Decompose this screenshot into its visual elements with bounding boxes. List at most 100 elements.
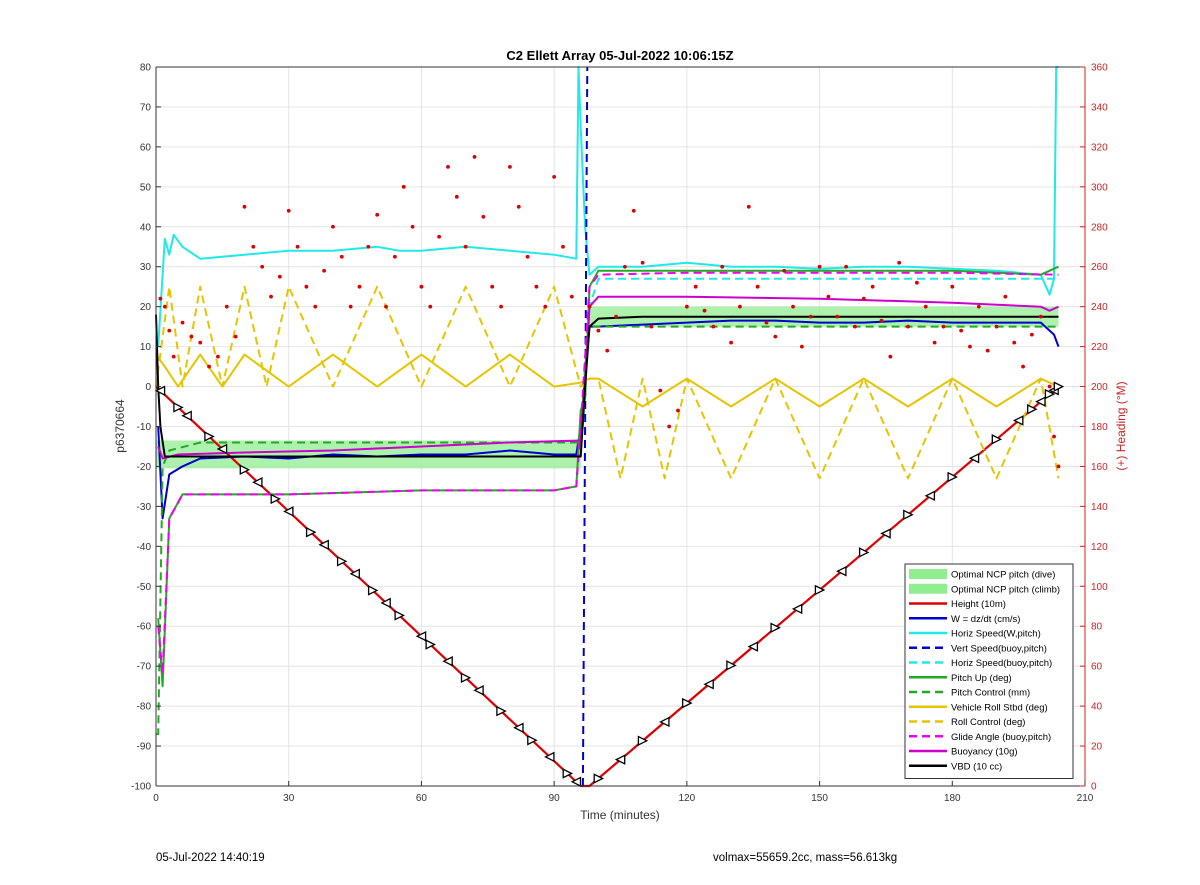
height-marker bbox=[336, 556, 348, 567]
height-marker bbox=[593, 773, 605, 784]
y-tick-label: 30 bbox=[140, 262, 152, 273]
heading-point bbox=[313, 304, 318, 309]
heading-point bbox=[676, 408, 680, 413]
height-marker bbox=[726, 660, 737, 671]
heading-point bbox=[331, 224, 335, 229]
heading-point bbox=[808, 314, 813, 319]
heading-point bbox=[684, 304, 689, 309]
heading-point bbox=[782, 268, 787, 273]
heading-point bbox=[968, 344, 972, 349]
y-tick-label: 20 bbox=[140, 302, 152, 313]
y-tick-label: -20 bbox=[137, 462, 152, 473]
heading-point bbox=[242, 204, 247, 209]
heading-point bbox=[410, 224, 415, 229]
heading-point bbox=[985, 348, 990, 353]
heading-point bbox=[269, 294, 273, 299]
heading-point bbox=[888, 354, 893, 359]
height-marker bbox=[544, 751, 555, 763]
x-tick-label: 150 bbox=[811, 793, 828, 804]
heading-point bbox=[1021, 364, 1025, 369]
height-marker bbox=[394, 610, 405, 621]
y-tick-label: -70 bbox=[137, 662, 152, 673]
heading-point bbox=[844, 264, 849, 269]
y-tick-label: 10 bbox=[140, 342, 152, 353]
heading-point bbox=[384, 304, 388, 309]
series-line bbox=[157, 271, 1059, 676]
height-marker bbox=[747, 641, 759, 652]
heading-point bbox=[649, 324, 654, 329]
legend-label: Vert Speed(buoy,pitch) bbox=[951, 643, 1047, 654]
y-axis-label: p6370664 bbox=[113, 399, 127, 453]
heading-point bbox=[976, 304, 981, 309]
legend-label: Horiz Speed(buoy,pitch) bbox=[951, 658, 1052, 669]
heading-point bbox=[1052, 434, 1056, 439]
x-axis-label: Time (minutes) bbox=[580, 808, 660, 822]
height-marker bbox=[570, 776, 582, 788]
ncp-band bbox=[156, 440, 581, 469]
height-marker bbox=[562, 768, 574, 779]
y2-tick-label: 200 bbox=[1091, 382, 1108, 393]
y-tick-label: -90 bbox=[137, 742, 152, 753]
y-tick-label: -60 bbox=[137, 622, 152, 633]
y2-tick-label: 160 bbox=[1091, 462, 1108, 473]
x-tick-label: 0 bbox=[153, 793, 159, 804]
y2-tick-label: 260 bbox=[1091, 262, 1108, 273]
height-marker bbox=[682, 697, 693, 709]
height-marker bbox=[496, 705, 507, 717]
height-marker bbox=[968, 452, 980, 464]
legend-label: Height (10m) bbox=[951, 599, 1006, 610]
heading-point bbox=[667, 424, 672, 429]
height-marker bbox=[924, 490, 936, 502]
heading-points bbox=[158, 154, 1061, 469]
y2-tick-label: 220 bbox=[1091, 342, 1108, 353]
y-tick-label: 80 bbox=[140, 63, 152, 74]
heading-point bbox=[569, 294, 574, 299]
y2-tick-label: 140 bbox=[1091, 502, 1108, 513]
y-tick-label: 60 bbox=[140, 142, 152, 153]
heading-point bbox=[720, 264, 725, 269]
heading-point bbox=[401, 184, 406, 189]
legend-label: Pitch Control (mm) bbox=[951, 688, 1030, 699]
heading-point bbox=[260, 264, 265, 269]
height-marker bbox=[836, 565, 847, 577]
heading-point bbox=[508, 164, 512, 169]
height-marker bbox=[181, 410, 192, 421]
series-line bbox=[155, 285, 1060, 480]
heading-point bbox=[481, 214, 486, 219]
y-tick-label: 70 bbox=[140, 102, 152, 113]
height-marker bbox=[858, 547, 870, 558]
y-tick-label: -100 bbox=[131, 782, 151, 793]
height-marker bbox=[991, 434, 1003, 445]
heading-point bbox=[162, 304, 167, 309]
chart-title: C2 Ellett Array 05-Jul-2022 10:06:15Z bbox=[506, 48, 733, 63]
heading-point bbox=[171, 354, 176, 359]
heading-point bbox=[897, 260, 902, 265]
heading-point bbox=[348, 304, 353, 309]
heading-point bbox=[817, 264, 822, 269]
height-marker bbox=[880, 528, 891, 539]
heading-point bbox=[1003, 294, 1008, 299]
series-line bbox=[155, 353, 1059, 408]
heading-point bbox=[472, 154, 477, 159]
legend-label: Glide Angle (buoy,pitch) bbox=[951, 732, 1051, 743]
height-marker bbox=[637, 735, 649, 747]
heading-point bbox=[596, 328, 601, 333]
heading-point bbox=[658, 388, 663, 393]
x-tick-label: 30 bbox=[283, 793, 295, 804]
y-tick-label: -80 bbox=[137, 702, 152, 713]
heading-point bbox=[835, 314, 840, 319]
heading-point bbox=[711, 324, 716, 329]
heading-point bbox=[1038, 314, 1043, 319]
height-marker bbox=[903, 509, 914, 520]
y2-tick-label: 280 bbox=[1091, 222, 1108, 233]
height-marker bbox=[791, 603, 803, 615]
legend-swatch bbox=[909, 583, 947, 594]
series-line bbox=[581, 66, 589, 787]
height-marker bbox=[442, 655, 453, 667]
y2-tick-label: 20 bbox=[1091, 742, 1103, 753]
heading-point bbox=[277, 274, 282, 279]
heading-point bbox=[799, 344, 804, 349]
y-tick-label: -30 bbox=[137, 502, 152, 513]
heading-point bbox=[233, 334, 238, 339]
y2-tick-label: 240 bbox=[1091, 302, 1108, 313]
